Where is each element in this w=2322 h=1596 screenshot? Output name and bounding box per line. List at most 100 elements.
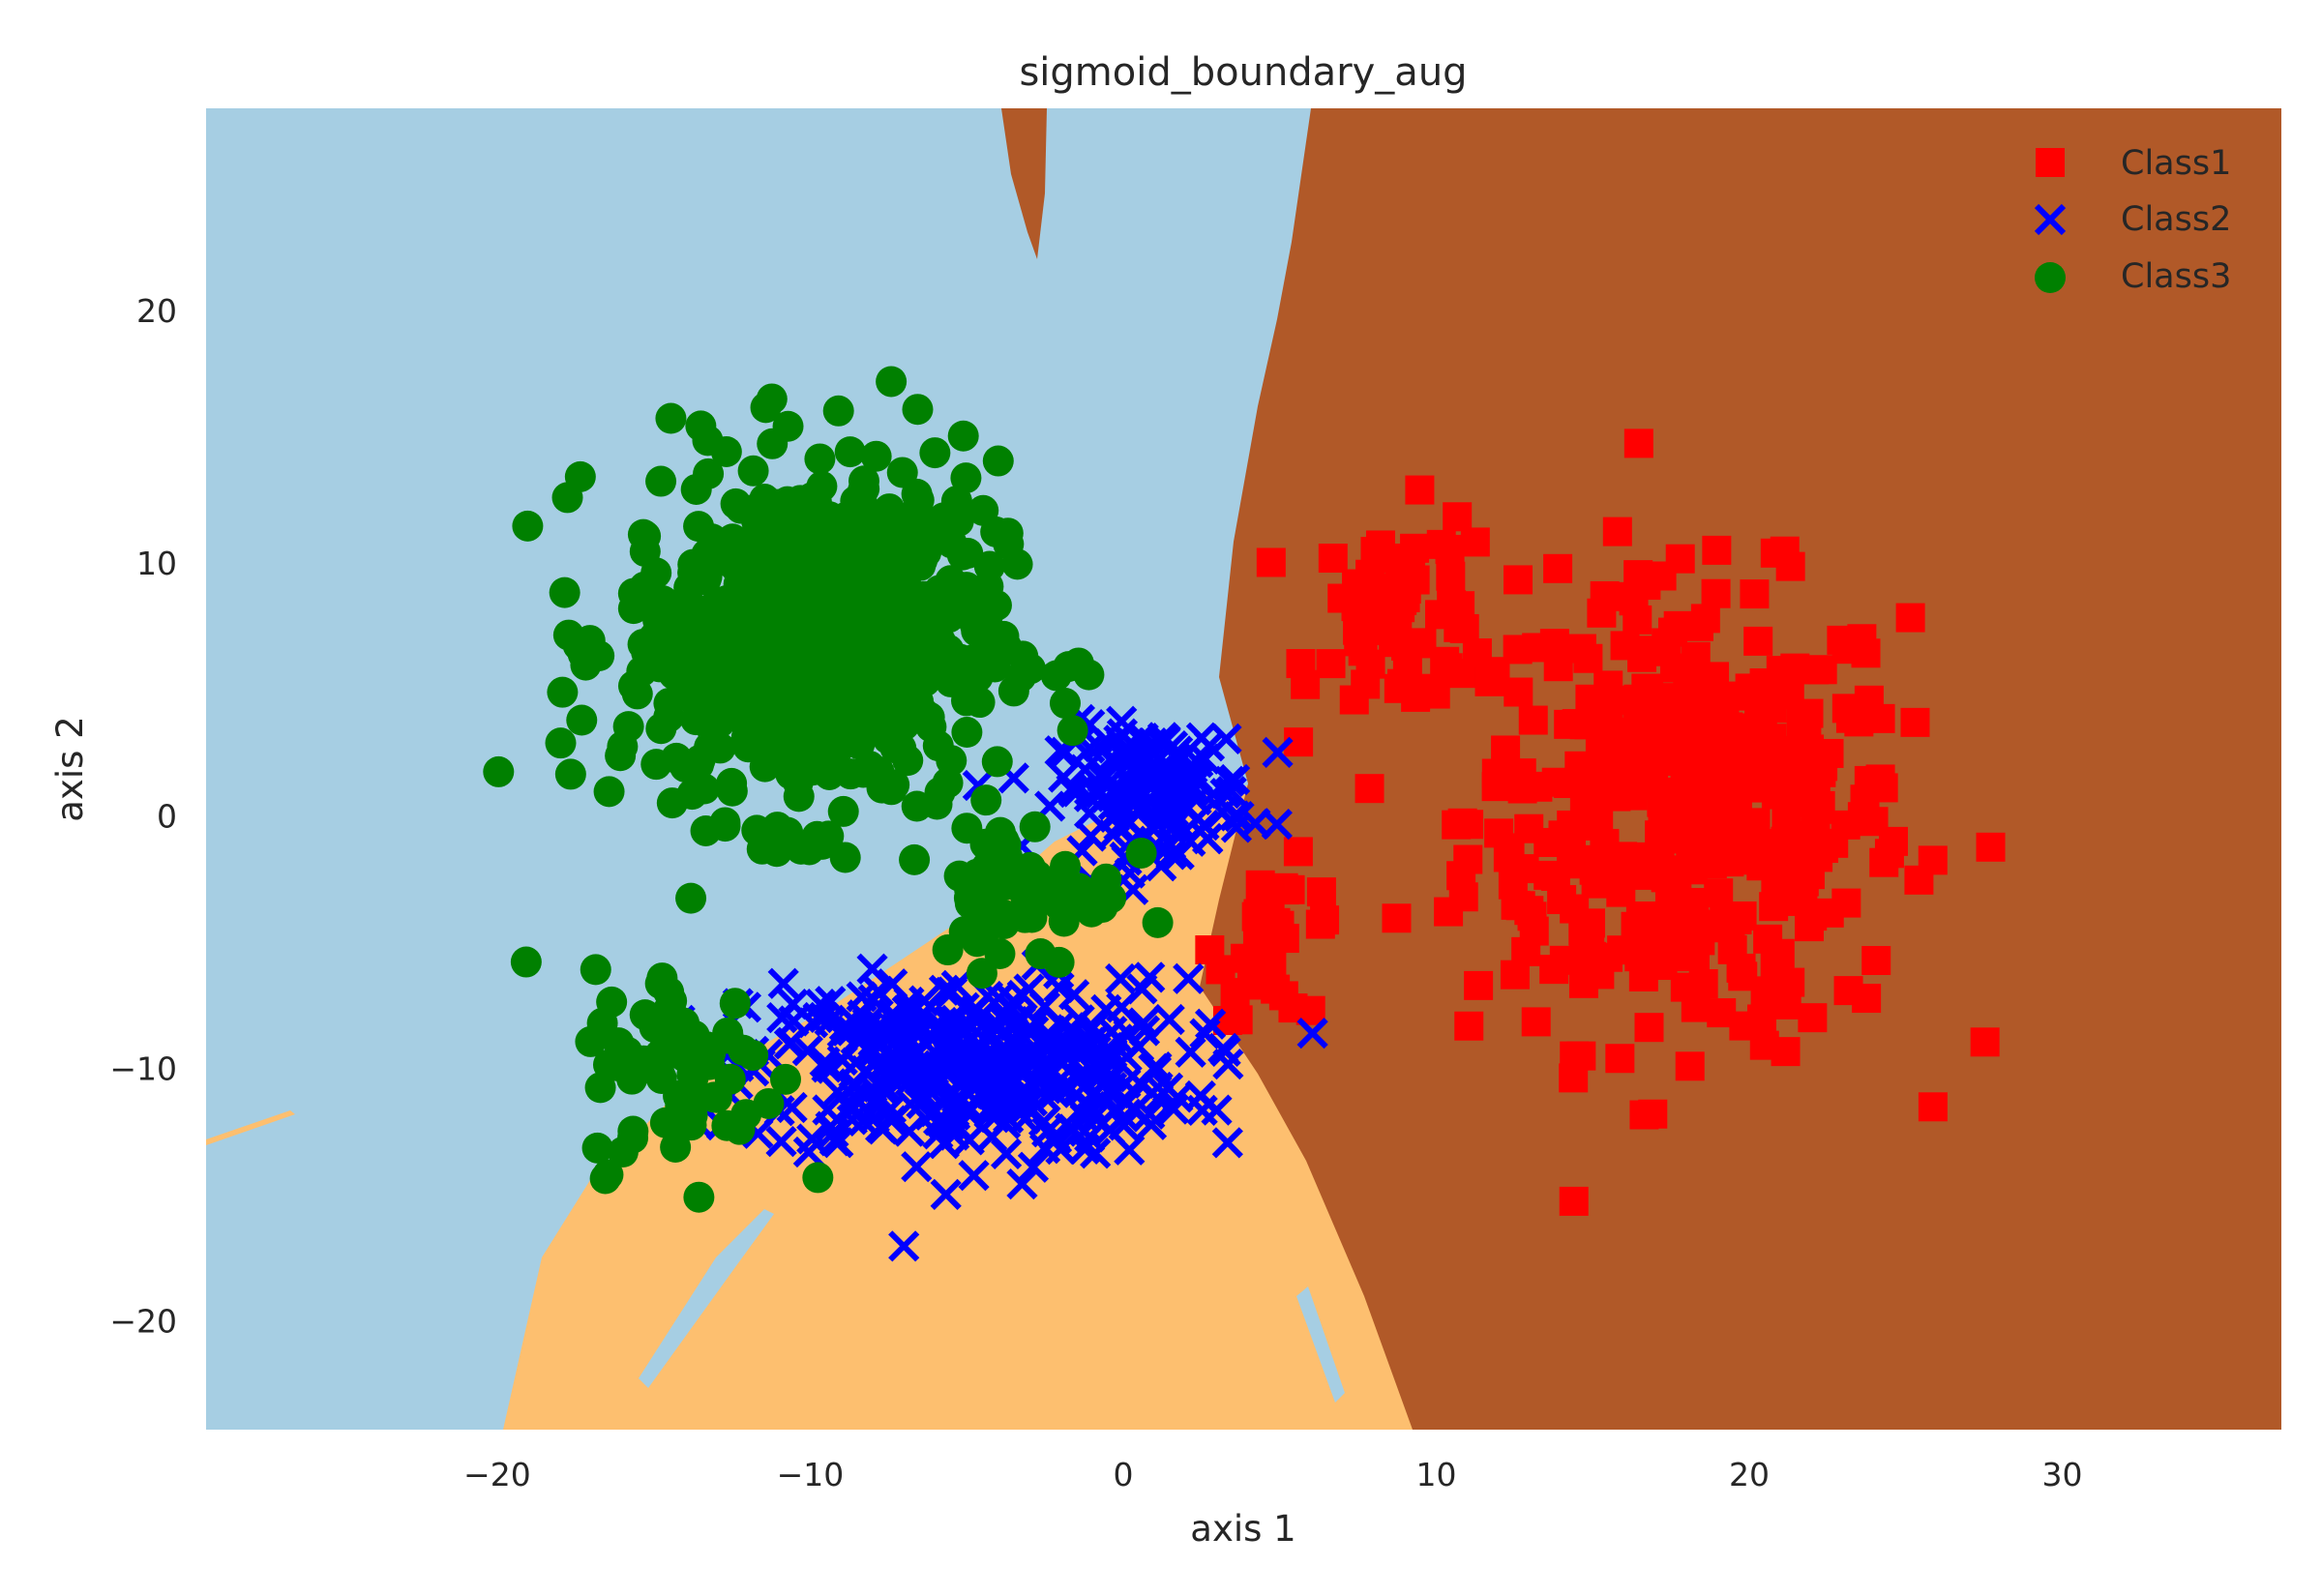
data-point [1442,810,1472,840]
data-point [860,440,892,472]
data-point [1283,837,1313,867]
data-point [1069,1103,1101,1135]
data-point [902,394,934,426]
data-point [656,787,688,819]
data-point [866,772,898,804]
data-point [1585,730,1615,760]
data-point [661,742,693,774]
data-point [1256,547,1286,577]
data-point [1633,850,1663,880]
data-point [953,1124,985,1156]
data-point [807,828,839,860]
data-point [1145,776,1176,808]
data-point [1675,1051,1705,1081]
data-point [927,630,959,662]
data-point [1186,1094,1218,1127]
data-point [1721,747,1751,777]
data-point [593,776,625,808]
data-point [1351,669,1381,699]
data-point [1454,1011,1484,1041]
data-point [895,611,927,643]
data-point [751,722,783,754]
data-point [866,1049,899,1081]
data-point [848,473,880,505]
data-point [1095,1060,1127,1093]
data-point [1100,1092,1132,1124]
data-point [1704,878,1734,908]
data-point [1220,978,1250,1008]
data-point [1629,635,1659,665]
data-point [1833,976,1863,1006]
data-point [1134,961,1166,993]
data-point [1057,715,1088,747]
data-point [981,746,1013,778]
data-point [888,1230,920,1262]
data-point [948,916,980,948]
data-point [910,537,942,569]
data-point [880,564,912,596]
data-point [1065,1062,1097,1094]
data-point [1278,993,1308,1023]
data-point [947,420,979,452]
data-point [1275,874,1305,904]
data-point [961,655,993,687]
data-point [716,775,748,807]
data-point [1769,841,1799,871]
data-point [621,678,653,710]
data-point [727,659,759,691]
data-point [750,392,782,424]
data-point [1453,844,1483,874]
region-orange-sliver [206,1110,295,1145]
data-point [1798,901,1828,931]
data-point [1093,1114,1126,1146]
data-point [796,482,828,514]
data-point [1155,839,1187,871]
data-point [1017,1151,1050,1183]
data-point [1163,770,1195,802]
data-point [1061,776,1093,808]
data-point [1135,1108,1168,1140]
data-point [1726,953,1756,983]
data-point [1116,740,1148,772]
data-point [1211,1127,1243,1159]
data-point [1460,527,1490,557]
data-point [1245,870,1275,900]
data-point [1568,916,1598,946]
data-point [886,457,918,488]
data-point [649,1107,681,1138]
data-point [1701,578,1731,608]
data-point [829,842,861,873]
data-point [483,755,515,787]
data-point [1005,661,1037,693]
data-point [1362,590,1392,620]
y-tick-label: 0 [157,797,177,835]
data-point [660,1131,692,1163]
data-point [1795,779,1825,809]
data-point [545,727,577,759]
data-point [1677,784,1707,814]
data-point [805,988,837,1020]
data-point [867,498,899,530]
data-point [1543,553,1573,583]
y-axis-ticks: −20 −10 0 10 20 [109,292,177,1341]
data-point [1175,1036,1206,1068]
data-point [1729,1011,1759,1041]
data-point [1684,713,1714,743]
data-point [1808,752,1838,782]
data-point [935,1004,967,1036]
data-point [746,833,778,865]
data-point [1193,730,1226,762]
data-point [972,571,1004,603]
data-point [1443,502,1473,532]
data-point [655,402,687,434]
data-point [1800,655,1830,685]
data-point [1600,862,1630,892]
data-point [1382,903,1412,933]
data-point [645,465,677,497]
data-point [1861,945,1891,975]
data-point [1654,821,1684,851]
data-point [1918,845,1948,875]
y-tick-label: −10 [109,1050,177,1088]
data-point [753,1087,785,1119]
